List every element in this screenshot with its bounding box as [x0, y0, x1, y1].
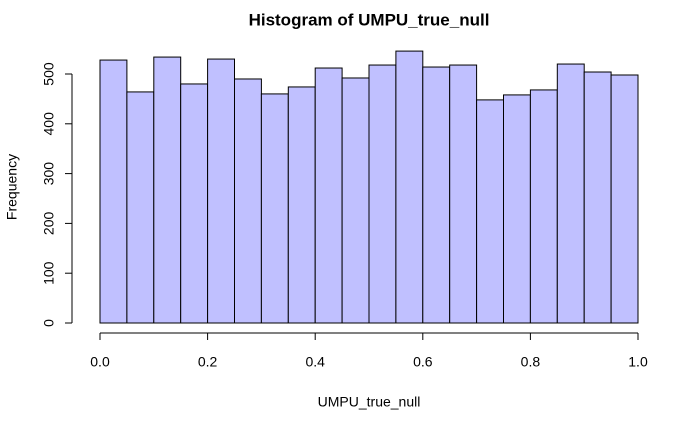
x-tick-label: 0.0 — [90, 354, 110, 370]
bar — [153, 56, 182, 324]
bar — [476, 99, 505, 324]
chart-title: Histogram of UMPU_true_null — [249, 10, 490, 29]
y-tick-label: 400 — [41, 112, 57, 136]
bar — [503, 94, 531, 324]
bar — [180, 83, 209, 324]
bar — [368, 64, 397, 324]
bar — [341, 77, 370, 324]
bar — [314, 67, 343, 324]
x-tick-label: 1.0 — [628, 354, 648, 370]
bar — [529, 89, 558, 324]
bar — [449, 64, 478, 324]
bar — [207, 58, 236, 324]
y-tick-label: 100 — [41, 261, 57, 285]
x-tick-label: 0.6 — [413, 354, 433, 370]
bar — [610, 74, 639, 324]
y-tick-label: 500 — [41, 62, 57, 86]
y-axis-label: Frequency — [4, 154, 20, 220]
x-tick-label: 0.8 — [521, 354, 541, 370]
bar — [287, 86, 316, 324]
bar — [583, 71, 612, 324]
bar — [556, 63, 585, 324]
bar — [234, 78, 262, 324]
x-tick-label: 0.4 — [305, 354, 325, 370]
bar — [126, 91, 155, 324]
bar — [395, 50, 424, 324]
bar — [260, 93, 289, 324]
bar — [422, 66, 451, 324]
y-tick-label: 200 — [41, 212, 57, 236]
x-axis-label: UMPU_true_null — [318, 394, 421, 410]
y-tick-label: 300 — [41, 162, 57, 186]
bar — [99, 59, 128, 324]
y-tick-label: 0 — [41, 319, 57, 327]
x-tick-label: 0.2 — [198, 354, 218, 370]
